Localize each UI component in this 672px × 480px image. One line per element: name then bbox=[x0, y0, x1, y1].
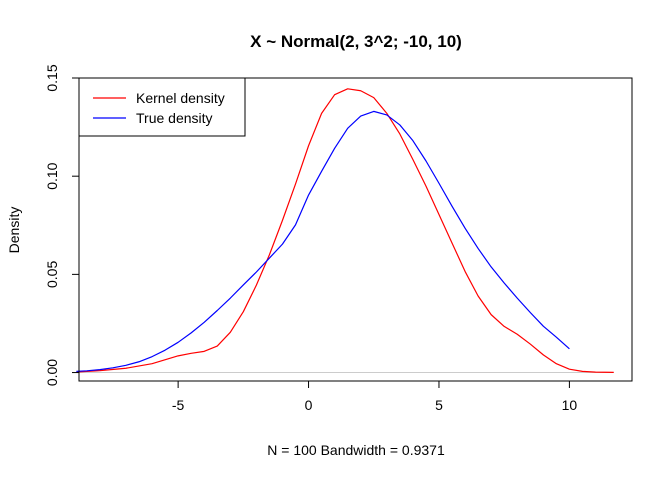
x-tick-label: 5 bbox=[435, 397, 443, 413]
legend-label-true-density: True density bbox=[136, 110, 213, 126]
series-line-true-density bbox=[76, 110, 570, 372]
y-tick-label: 0.10 bbox=[44, 162, 60, 189]
x-axis-label: N = 100 Bandwidth = 0.9371 bbox=[267, 442, 445, 458]
legend: Kernel density True density bbox=[78, 77, 246, 137]
y-axis-label: Density bbox=[6, 207, 22, 254]
y-tick-label: 0.05 bbox=[44, 261, 60, 288]
series-line-kernel-density bbox=[76, 88, 614, 373]
chart-title: X ~ Normal(2, 3^2; -10, 10) bbox=[250, 32, 462, 51]
legend-label-kernel-density: Kernel density bbox=[136, 90, 225, 106]
x-tick-label: 0 bbox=[305, 397, 313, 413]
y-tick-label: 0.00 bbox=[44, 359, 60, 386]
x-axis: -5 0 5 10 bbox=[172, 380, 578, 413]
y-axis: 0.00 0.05 0.10 0.15 bbox=[44, 64, 80, 386]
x-tick-label: -5 bbox=[172, 397, 185, 413]
y-tick-label: 0.15 bbox=[44, 64, 60, 91]
legend-box bbox=[78, 77, 246, 137]
plot-area bbox=[76, 88, 614, 374]
x-tick-label: 10 bbox=[562, 397, 578, 413]
